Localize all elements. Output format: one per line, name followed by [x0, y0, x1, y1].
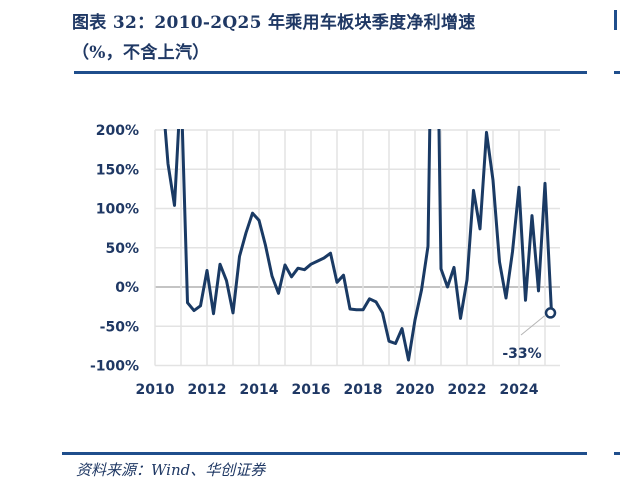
- y-tick-label: -100%: [90, 359, 139, 375]
- y-tick-label: 0%: [115, 280, 139, 296]
- x-tick-label: 2018: [344, 382, 383, 398]
- source-note: 资料来源：Wind、华创证券: [76, 461, 266, 479]
- chart-title-line1: 图表 32：2010-2Q25 年乘用车板块季度净利增速: [72, 13, 476, 33]
- x-axis-labels: 2010 2012 2014 2016 2018 2020 2022 2024: [136, 382, 539, 398]
- footer-rule: [62, 452, 587, 455]
- x-tick-label: 2024: [500, 382, 539, 398]
- x-tick-label: 2010: [136, 382, 175, 398]
- x-tick-label: 2012: [188, 382, 227, 398]
- x-tick-label: 2020: [396, 382, 435, 398]
- annotation-leader-line: [520, 315, 545, 336]
- next-panel-edge: [614, 10, 620, 30]
- x-tick-label: 2022: [448, 382, 487, 398]
- x-tick-label: 2014: [240, 382, 279, 398]
- title-rule: [74, 71, 587, 74]
- annotation-label: -33%: [502, 346, 541, 362]
- y-tick-label: 100%: [96, 202, 139, 218]
- y-axis-labels: 200% 150% 100% 50% 0% -50% -100%: [90, 123, 139, 375]
- next-panel-rule-bottom: [614, 452, 620, 455]
- y-tick-label: 50%: [105, 241, 139, 257]
- chart-title: 图表 32：2010-2Q25 年乘用车板块季度净利增速 （%，不含上汽）: [72, 8, 572, 68]
- y-tick-label: -50%: [100, 319, 139, 335]
- x-tick-label: 2016: [292, 382, 331, 398]
- series-line: [163, 129, 553, 362]
- next-panel-rule-top: [614, 71, 620, 74]
- y-tick-label: 200%: [96, 123, 139, 139]
- chart-title-line2: （%，不含上汽）: [72, 43, 210, 63]
- y-tick-label: 150%: [96, 162, 139, 178]
- last-point-marker: [544, 307, 557, 319]
